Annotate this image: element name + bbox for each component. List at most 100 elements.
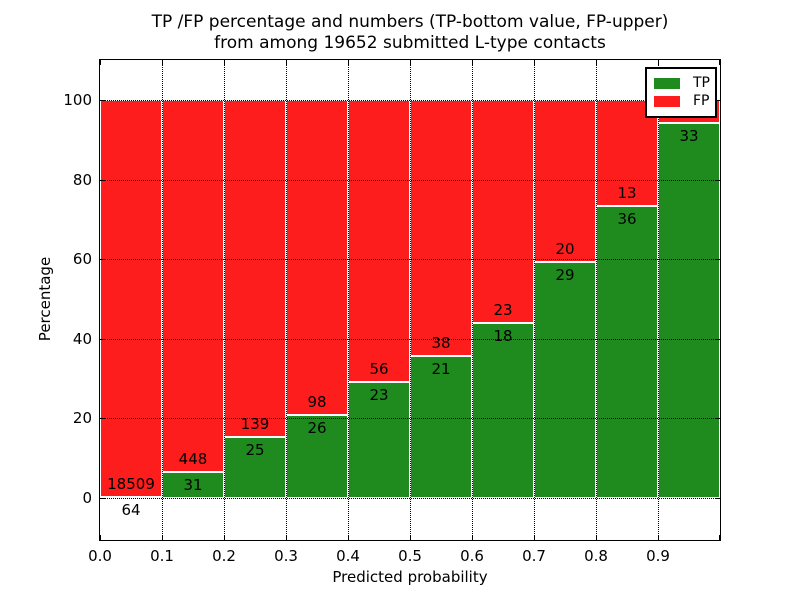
fp-legend-label: FP bbox=[693, 93, 710, 109]
tp-count-label: 36 bbox=[617, 209, 637, 228]
horizontal-gridline bbox=[100, 100, 720, 101]
tp-count-label: 29 bbox=[555, 266, 575, 285]
fp-count-label: 448 bbox=[178, 450, 208, 469]
x-tick-label: 0.2 bbox=[212, 547, 236, 565]
fp-bar-segment bbox=[410, 100, 472, 357]
y-axis-label: Percentage bbox=[36, 256, 54, 342]
tp-bar-segment bbox=[658, 122, 720, 498]
fp-count-label: 20 bbox=[555, 240, 575, 259]
fp-bar-segment bbox=[100, 100, 162, 497]
x-tick-mark bbox=[658, 60, 659, 65]
tp-legend-swatch bbox=[654, 77, 680, 89]
y-tick-mark bbox=[100, 418, 105, 420]
fp-count-label: 139 bbox=[240, 415, 270, 434]
y-tick-mark bbox=[100, 338, 105, 340]
ticks-layer bbox=[100, 60, 720, 540]
x-tick-mark bbox=[719, 535, 720, 540]
x-axis-label: Predicted probability bbox=[332, 568, 488, 586]
y-tick-mark bbox=[715, 418, 720, 420]
tp-bar-segment bbox=[534, 262, 596, 498]
fp-bar-segment bbox=[348, 100, 410, 383]
horizontal-gridline bbox=[100, 259, 720, 261]
x-tick-label: 0.5 bbox=[398, 547, 422, 565]
x-tick-label: 0.3 bbox=[274, 547, 298, 565]
x-tick-mark bbox=[472, 535, 473, 540]
x-tick-label: 0.9 bbox=[646, 547, 670, 565]
x-tick-mark bbox=[162, 60, 163, 65]
plot-area: 18509 64 448 31 139 25 98 26 56 23 38 21 23 18 20 29 13 3… bbox=[99, 59, 721, 541]
tp-count-label: 18 bbox=[493, 327, 513, 346]
x-tick-mark bbox=[224, 535, 225, 540]
tp-bar-segment bbox=[596, 205, 658, 498]
x-tick-label: 0.4 bbox=[336, 547, 360, 565]
legend-row-tp: TP bbox=[647, 74, 715, 92]
y-tick-mark bbox=[100, 179, 105, 181]
fp-count-label: 13 bbox=[617, 183, 637, 202]
x-tick-label: 0.6 bbox=[460, 547, 484, 565]
bar-labels-layer: 18509 64 448 31 139 25 98 26 56 23 38 21 23 18 20 29 13 3… bbox=[100, 60, 720, 540]
y-tick-label: 40 bbox=[72, 329, 92, 348]
horizontal-gridline bbox=[100, 418, 720, 420]
tp-count-label: 21 bbox=[431, 360, 451, 379]
x-tick-mark bbox=[596, 535, 597, 540]
x-tick-mark bbox=[286, 60, 287, 65]
tp-count-label: 25 bbox=[245, 441, 265, 460]
tp-count-label: 23 bbox=[369, 386, 389, 405]
fp-count-label: 18509 bbox=[107, 474, 155, 493]
x-tick-mark bbox=[348, 60, 349, 65]
x-tick-mark bbox=[100, 535, 101, 540]
tp-bar-segment bbox=[224, 437, 286, 498]
x-tick-label: 0.8 bbox=[584, 547, 608, 565]
fp-count-label: 38 bbox=[431, 334, 451, 353]
horizontal-gridline bbox=[100, 179, 720, 181]
x-tick-mark bbox=[286, 535, 287, 540]
y-tick-mark bbox=[100, 259, 105, 261]
x-tick-label: 0.7 bbox=[522, 547, 546, 565]
fp-count-label: 56 bbox=[369, 360, 389, 379]
legend: TP FP bbox=[645, 67, 717, 118]
x-tick-mark bbox=[534, 535, 535, 540]
legend-row-fp: FP bbox=[647, 92, 715, 110]
tp-count-label: 33 bbox=[679, 126, 699, 145]
x-tick-label: 0.0 bbox=[88, 547, 112, 565]
vertical-gridline bbox=[162, 60, 163, 540]
fp-count-label: 98 bbox=[307, 392, 327, 411]
y-tick-mark bbox=[715, 338, 720, 340]
x-tick-mark bbox=[719, 60, 720, 65]
y-tick-mark bbox=[100, 498, 105, 499]
horizontal-gridline bbox=[100, 498, 720, 499]
y-tick-mark bbox=[715, 100, 720, 101]
y-tick-label: 80 bbox=[72, 170, 92, 189]
vertical-gridline bbox=[658, 60, 659, 540]
tp-count-label: 26 bbox=[307, 418, 327, 437]
x-tick-mark bbox=[410, 60, 411, 65]
x-tick-mark bbox=[534, 60, 535, 65]
x-tick-mark bbox=[162, 535, 163, 540]
y-tick-mark bbox=[715, 179, 720, 181]
x-tick-mark bbox=[596, 60, 597, 65]
vertical-gridline bbox=[596, 60, 597, 540]
horizontal-gridline bbox=[100, 338, 720, 340]
tp-bar-segment bbox=[286, 414, 348, 498]
x-tick-mark bbox=[348, 535, 349, 540]
y-tick-label: 100 bbox=[63, 91, 92, 109]
y-tick-mark bbox=[100, 100, 105, 101]
vertical-gridline bbox=[224, 60, 225, 540]
tp-legend-label: TP bbox=[693, 75, 710, 91]
y-tick-label: 0 bbox=[82, 489, 92, 507]
grid-layer bbox=[100, 60, 720, 540]
x-tick-mark bbox=[472, 60, 473, 65]
vertical-gridline bbox=[534, 60, 535, 540]
y-tick-mark bbox=[715, 259, 720, 261]
vertical-gridline bbox=[286, 60, 287, 540]
x-tick-mark bbox=[224, 60, 225, 65]
fp-legend-swatch bbox=[654, 95, 680, 107]
x-tick-mark bbox=[410, 535, 411, 540]
vertical-gridline bbox=[348, 60, 349, 540]
x-tick-mark bbox=[658, 535, 659, 540]
bars-layer bbox=[100, 60, 720, 540]
tp-count-label: 31 bbox=[183, 476, 203, 495]
fp-count-label: 23 bbox=[493, 301, 513, 320]
vertical-gridline bbox=[410, 60, 411, 540]
